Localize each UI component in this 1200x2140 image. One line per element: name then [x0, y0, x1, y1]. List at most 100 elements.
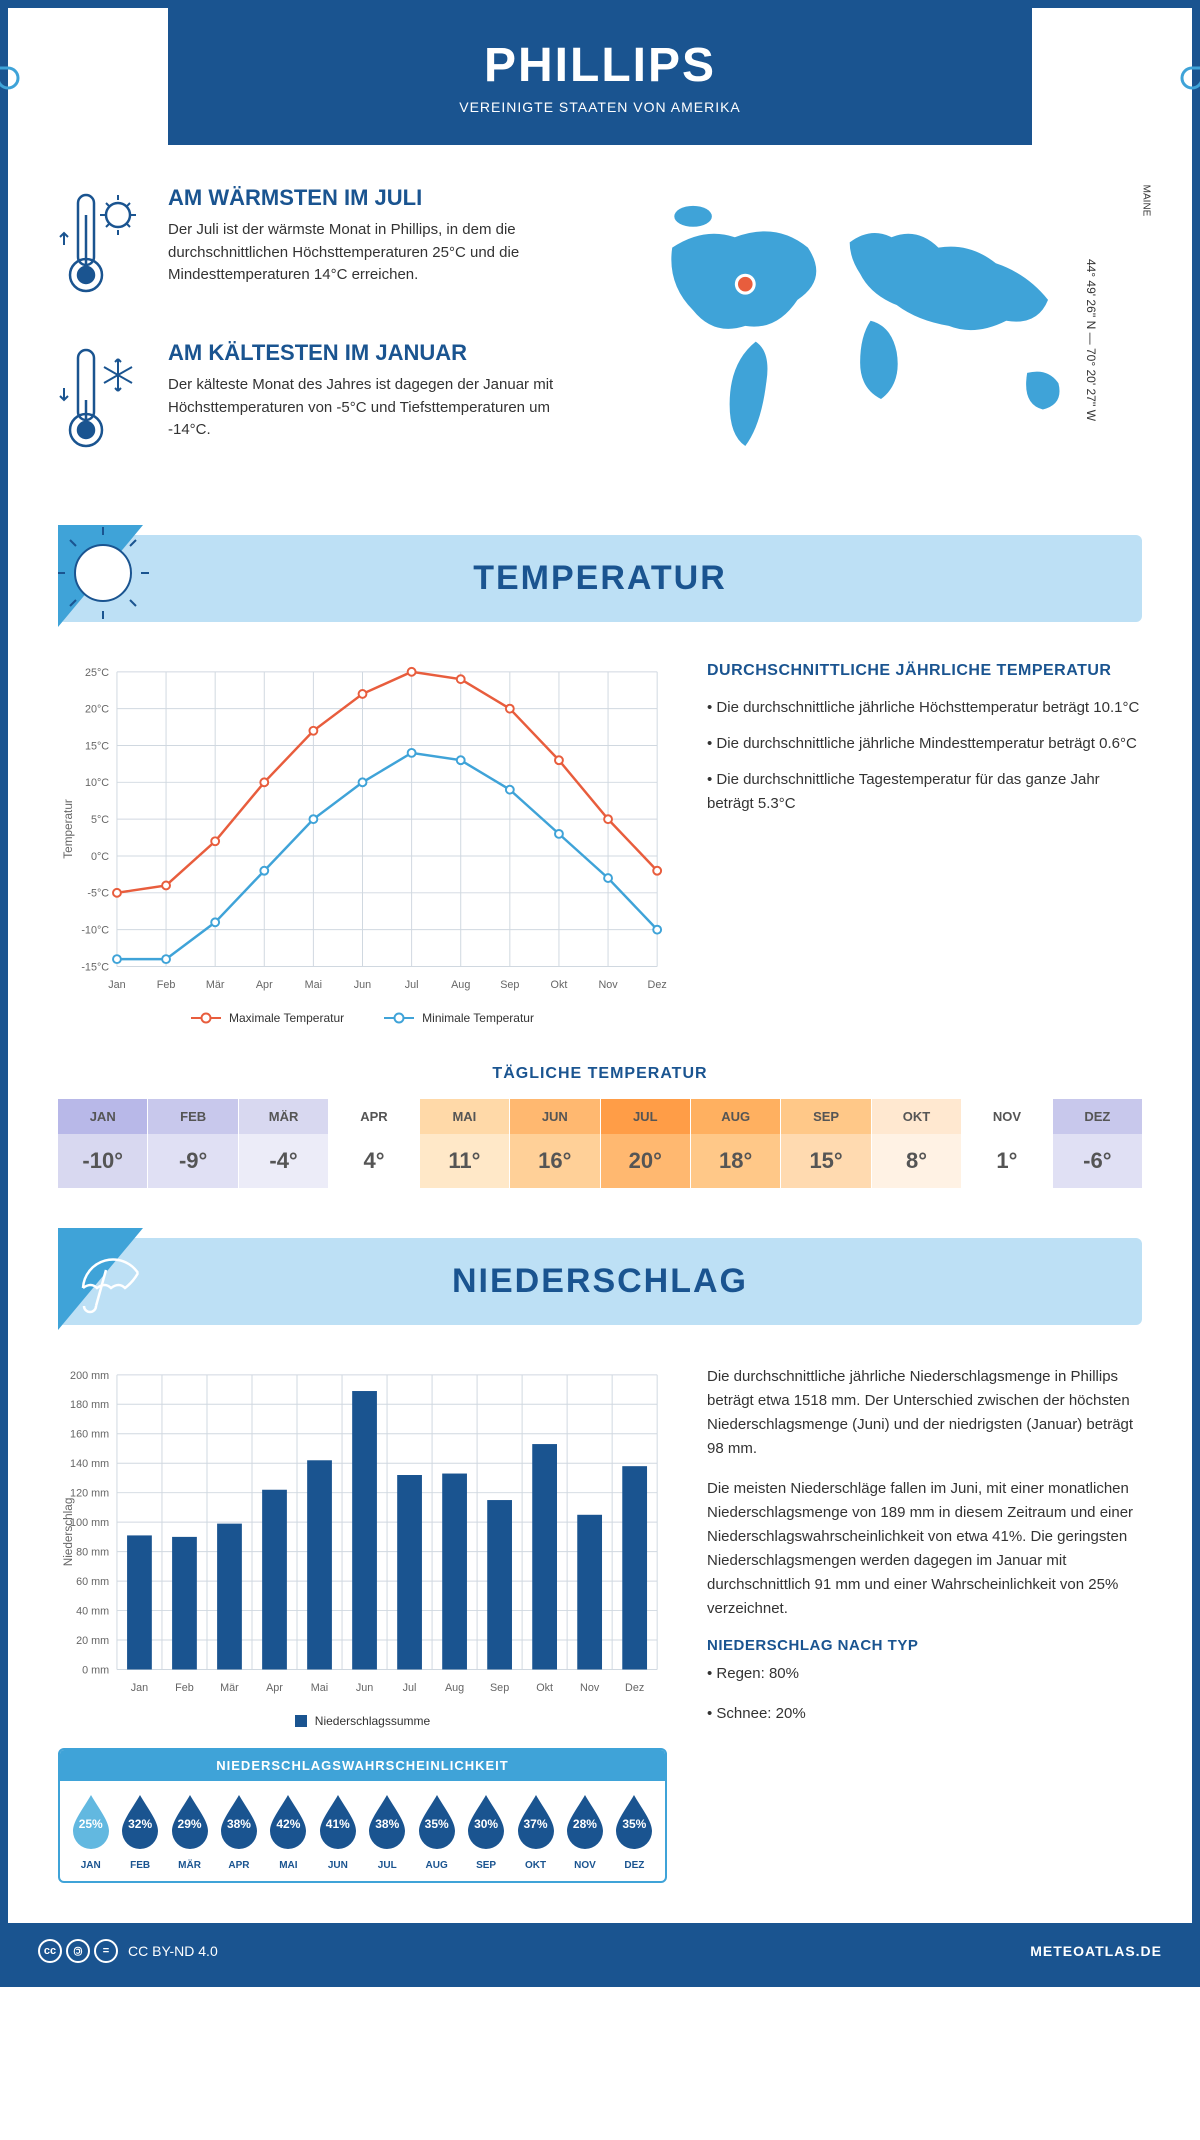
svg-text:0 mm: 0 mm: [82, 1664, 109, 1676]
coldest-fact: AM KÄLTESTEN IM JANUAR Der kälteste Mona…: [58, 340, 580, 465]
temperature-banner: TEMPERATUR: [58, 535, 1142, 622]
daily-cell: DEZ-6°: [1053, 1099, 1142, 1188]
prob-cell: 28%: [560, 1793, 609, 1854]
daily-value: -10°: [58, 1134, 147, 1188]
warmest-text: Der Juli ist der wärmste Monat in Philli…: [168, 219, 580, 287]
daily-cell: SEP15°: [781, 1099, 871, 1188]
daily-value: -6°: [1053, 1134, 1142, 1188]
daily-month: NOV: [962, 1099, 1051, 1134]
daily-month: DEZ: [1053, 1099, 1142, 1134]
prob-value: 42%: [276, 1817, 300, 1831]
svg-text:Jul: Jul: [403, 1682, 417, 1694]
precip-type-bullet: • Schnee: 20%: [707, 1702, 1142, 1726]
svg-text:-15°C: -15°C: [81, 961, 109, 973]
prob-month: MAI: [264, 1860, 313, 1871]
legend-min: Minimale Temperatur: [422, 1011, 534, 1025]
daily-cell: APR4°: [329, 1099, 419, 1188]
precipitation-info: Die durchschnittliche jährliche Niedersc…: [707, 1365, 1142, 1883]
legend-precip: Niederschlagssumme: [315, 1714, 430, 1728]
daily-cell: NOV1°: [962, 1099, 1052, 1188]
prob-month: SEP: [461, 1860, 510, 1871]
cc-license-icon: cc 🄯 =: [38, 1939, 118, 1963]
temp-bullet: • Die durchschnittliche jährliche Mindes…: [707, 732, 1142, 756]
raindrop-icon: 29%: [168, 1793, 212, 1849]
daily-value: 4°: [329, 1134, 418, 1188]
prob-cell: 38%: [363, 1793, 412, 1854]
prob-cell: 29%: [165, 1793, 214, 1854]
svg-text:Jun: Jun: [354, 979, 371, 991]
site-name: METEOATLAS.DE: [1030, 1943, 1162, 1959]
svg-text:Temperatur: Temperatur: [62, 799, 75, 859]
prob-value: 35%: [425, 1817, 449, 1831]
legend-max: Maximale Temperatur: [229, 1011, 344, 1025]
raindrop-icon: 32%: [118, 1793, 162, 1849]
daily-month: APR: [329, 1099, 418, 1134]
prob-title: NIEDERSCHLAGSWAHRSCHEINLICHKEIT: [60, 1750, 665, 1781]
prob-value: 28%: [573, 1817, 597, 1831]
prob-value: 35%: [622, 1817, 646, 1831]
daily-cell: OKT8°: [872, 1099, 962, 1188]
prob-value: 25%: [79, 1817, 103, 1831]
thermometer-snow-icon: [58, 340, 148, 465]
daily-cell: JUN16°: [510, 1099, 600, 1188]
daily-month: SEP: [781, 1099, 870, 1134]
raindrop-icon: 35%: [415, 1793, 459, 1849]
daily-month: MAI: [420, 1099, 509, 1134]
daily-month: JUL: [601, 1099, 690, 1134]
svg-text:Okt: Okt: [536, 1682, 553, 1694]
temp-bullet: • Die durchschnittliche jährliche Höchst…: [707, 696, 1142, 720]
prob-cell: 38%: [214, 1793, 263, 1854]
daily-month: MÄR: [239, 1099, 328, 1134]
daily-value: 18°: [691, 1134, 780, 1188]
raindrop-icon: 35%: [612, 1793, 656, 1849]
daily-value: -9°: [148, 1134, 237, 1188]
svg-text:Nov: Nov: [598, 979, 618, 991]
daily-value: 20°: [601, 1134, 690, 1188]
svg-text:0°C: 0°C: [91, 851, 109, 863]
daily-cell: MÄR-4°: [239, 1099, 329, 1188]
svg-text:-5°C: -5°C: [87, 888, 109, 900]
svg-text:5°C: 5°C: [91, 814, 109, 826]
coordinates: 44° 49' 26'' N — 70° 20' 27'' W: [1084, 259, 1098, 421]
precipitation-banner: NIEDERSCHLAG: [58, 1238, 1142, 1325]
temperature-info: DURCHSCHNITTLICHE JÄHRLICHE TEMPERATUR •…: [707, 662, 1142, 1025]
prob-value: 38%: [227, 1817, 251, 1831]
daily-month: JUN: [510, 1099, 599, 1134]
prob-value: 41%: [326, 1817, 350, 1831]
svg-text:Jan: Jan: [131, 1682, 148, 1694]
svg-text:-10°C: -10°C: [81, 925, 109, 937]
prob-month: FEB: [115, 1860, 164, 1871]
daily-value: 1°: [962, 1134, 1051, 1188]
prob-month: OKT: [511, 1860, 560, 1871]
svg-text:Mai: Mai: [305, 979, 322, 991]
svg-text:180 mm: 180 mm: [70, 1399, 109, 1411]
prob-value: 30%: [474, 1817, 498, 1831]
daily-value: 15°: [781, 1134, 870, 1188]
svg-text:120 mm: 120 mm: [70, 1488, 109, 1500]
prob-month: JAN: [66, 1860, 115, 1871]
raindrop-icon: 42%: [266, 1793, 310, 1849]
warmest-title: AM WÄRMSTEN IM JULI: [168, 185, 580, 211]
sun-icon: [58, 525, 168, 635]
daily-cell: MAI11°: [420, 1099, 510, 1188]
daily-cell: JUL20°: [601, 1099, 691, 1188]
svg-text:Dez: Dez: [625, 1682, 644, 1694]
precipitation-chart: 0 mm20 mm40 mm60 mm80 mm100 mm120 mm140 …: [58, 1365, 667, 1728]
world-map: MAINE 44° 49' 26'' N — 70° 20' 27'' W: [620, 185, 1142, 495]
daily-cell: AUG18°: [691, 1099, 781, 1188]
precip-type-title: NIEDERSCHLAG NACH TYP: [707, 1637, 1142, 1654]
prob-cell: 35%: [412, 1793, 461, 1854]
raindrop-icon: 25%: [69, 1793, 113, 1849]
wind-icon: [1152, 28, 1200, 113]
raindrop-icon: 37%: [514, 1793, 558, 1849]
state-label: MAINE: [1141, 185, 1152, 217]
prob-cell: 42%: [264, 1793, 313, 1854]
banner-label: NIEDERSCHLAG: [452, 1262, 748, 1300]
svg-text:Mär: Mär: [206, 979, 225, 991]
prob-month: MÄR: [165, 1860, 214, 1871]
wind-icon: [0, 28, 48, 113]
svg-text:100 mm: 100 mm: [70, 1517, 109, 1529]
intro-section: AM WÄRMSTEN IM JULI Der Juli ist der wär…: [58, 185, 1142, 495]
prob-cell: 37%: [511, 1793, 560, 1854]
precipitation-probability-box: NIEDERSCHLAGSWAHRSCHEINLICHKEIT 25% 32%29…: [58, 1748, 667, 1883]
